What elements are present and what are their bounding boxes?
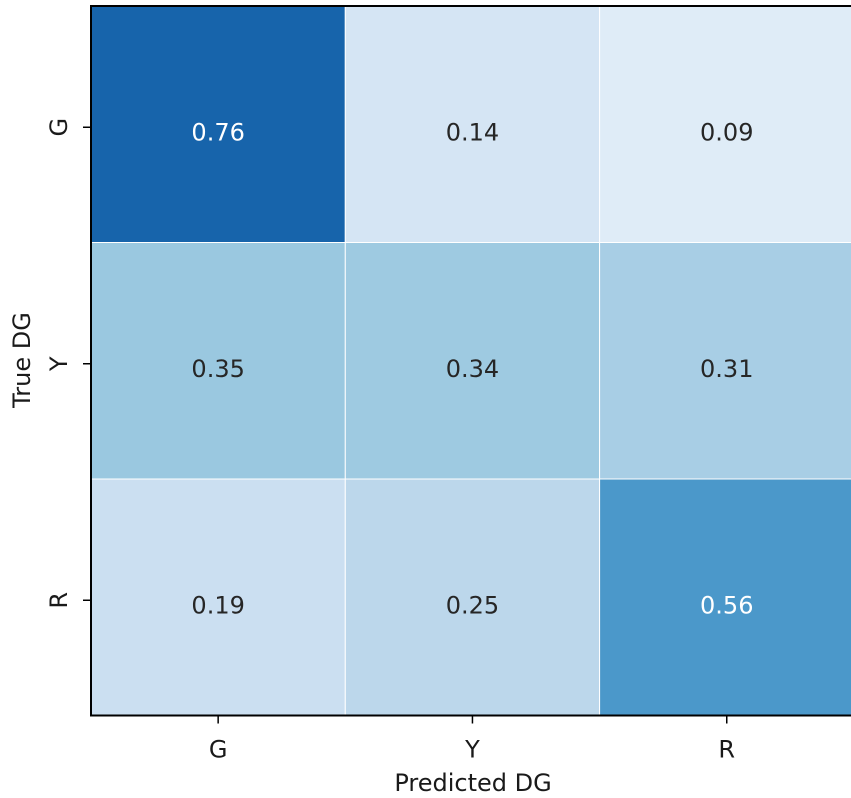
heatmap-cell-Y-G (90, 242, 346, 480)
cell-value-label: 0.34 (446, 355, 499, 383)
axis-ticks: G Y R G Y R (45, 118, 735, 764)
heatmap-value-labels: 0.76 0.14 0.09 0.35 0.34 0.31 0.19 0.25 0.56 (191, 118, 753, 619)
heatmap-cell-Y-Y (344, 242, 601, 480)
heatmap-cell-G-G (90, 5, 346, 243)
heatmap-cell-R-Y (344, 478, 601, 716)
x-tick-label: Y (464, 736, 480, 764)
cell-value-label: 0.56 (700, 591, 753, 619)
cell-value-label: 0.31 (700, 355, 753, 383)
x-tick-label: G (209, 736, 228, 764)
x-axis-label: Predicted DG (394, 769, 551, 797)
heatmap-cell-R-G (90, 478, 346, 716)
cell-value-label: 0.25 (446, 591, 499, 619)
y-tick-label: Y (45, 356, 73, 372)
heatmap-cells (90, 5, 851, 716)
cell-value-label: 0.19 (191, 591, 244, 619)
y-tick-label: G (45, 118, 73, 137)
x-tick-label: R (718, 736, 735, 764)
cell-value-label: 0.76 (191, 118, 244, 146)
cell-value-label: 0.09 (700, 118, 753, 146)
cell-value-label: 0.35 (191, 355, 244, 383)
y-axis-label: True DG (8, 312, 36, 409)
heatmap-cell-G-Y (344, 5, 601, 243)
cell-value-label: 0.14 (446, 118, 499, 146)
y-tick-label: R (45, 592, 73, 609)
heatmap-cell-Y-R (599, 242, 851, 480)
